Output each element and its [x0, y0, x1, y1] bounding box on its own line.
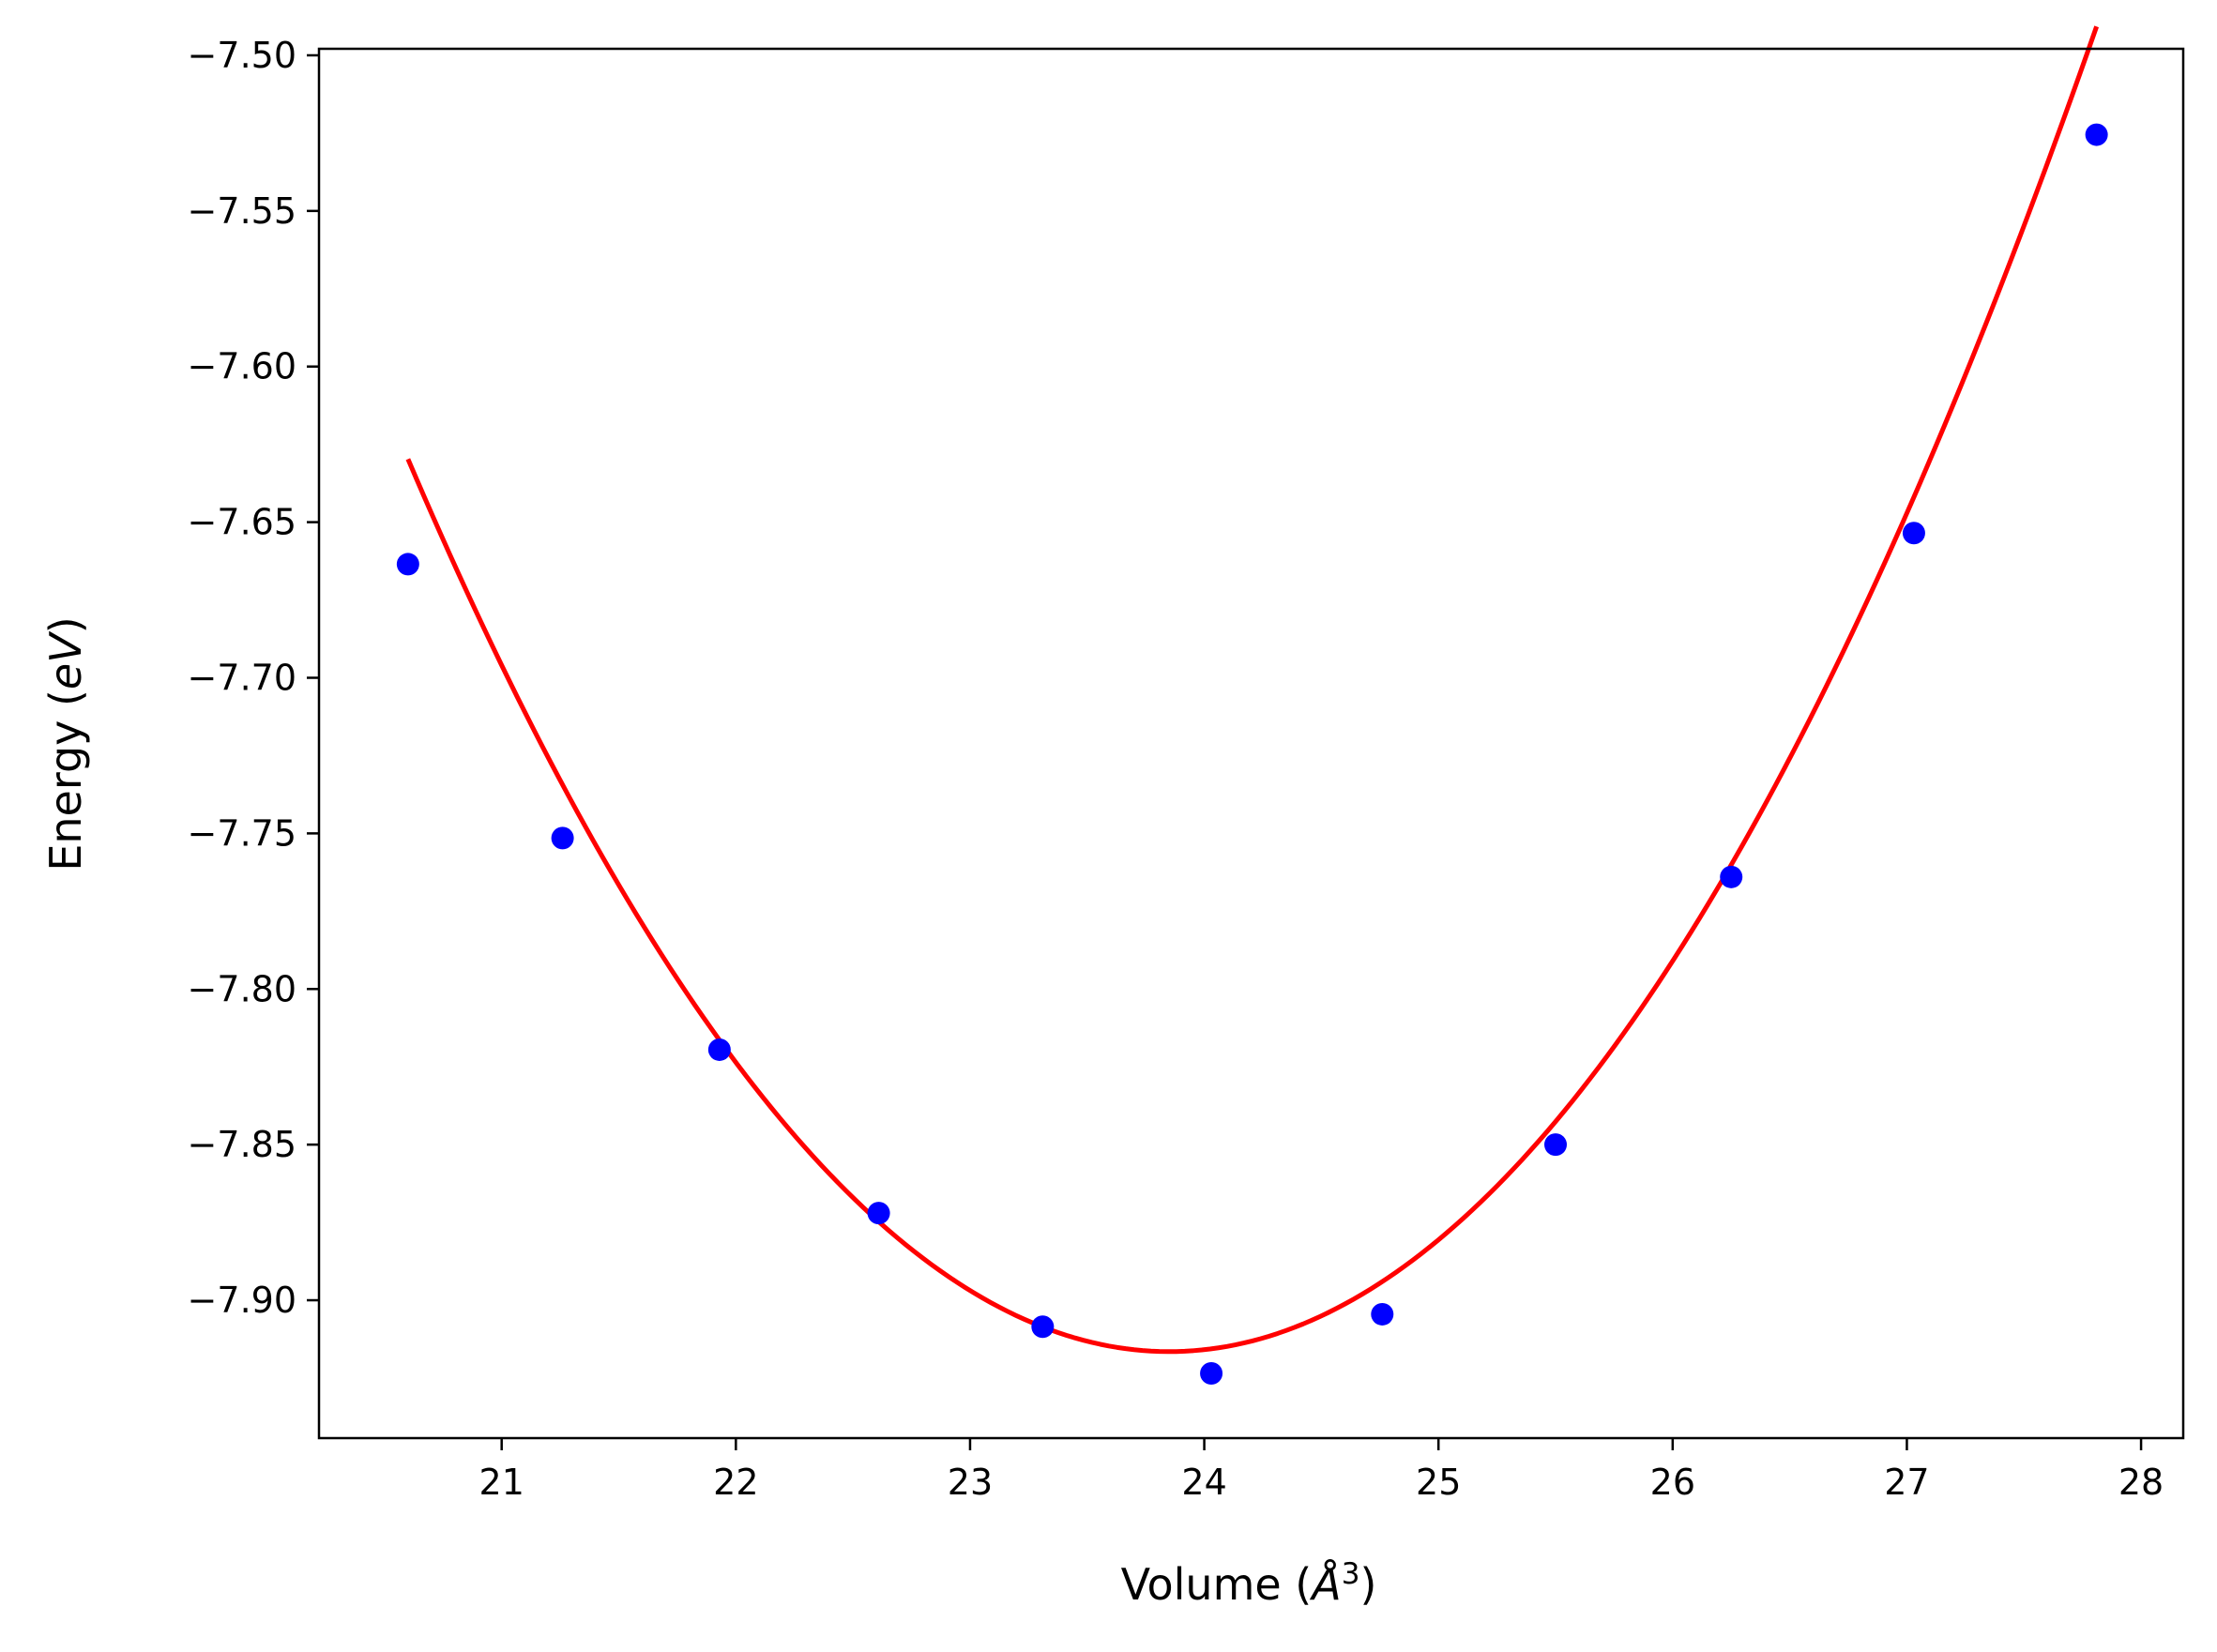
axes-frame — [317, 47, 2185, 1440]
x-tick-label: 26 — [1650, 1462, 1695, 1503]
x-tick-label: 28 — [2118, 1462, 2164, 1503]
data-point — [1031, 1315, 1055, 1339]
x-axis-label: Volume (Å3) — [1121, 1557, 1377, 1610]
plot-area — [396, 25, 2108, 1385]
y-tick-label: −7.50 — [188, 35, 296, 76]
y-tick-label: −7.80 — [188, 968, 296, 1009]
y-tick-label: −7.85 — [188, 1124, 296, 1165]
y-tick-label: −7.70 — [188, 657, 296, 698]
y-tick-label: −7.75 — [188, 812, 296, 854]
x-tick-label: 23 — [948, 1462, 993, 1503]
data-points — [396, 123, 2108, 1385]
x-tick-label: 25 — [1416, 1462, 1461, 1503]
x-tick-label: 27 — [1884, 1462, 1929, 1503]
data-point — [396, 553, 419, 576]
data-point — [707, 1038, 731, 1061]
y-axis-ticks: −7.50 −7.55 −7.60 −7.65 −7.70 −7.75 −7.80 −7.85… — [188, 35, 319, 1321]
data-point — [551, 826, 574, 850]
data-point — [1902, 522, 1925, 545]
x-tick-label: 21 — [479, 1462, 524, 1503]
y-tick-label: −7.90 — [188, 1280, 296, 1321]
data-point — [1200, 1361, 1223, 1385]
data-point — [1720, 865, 1743, 888]
data-point — [1544, 1133, 1568, 1157]
data-point — [1371, 1302, 1394, 1326]
x-tick-label: 22 — [713, 1462, 758, 1503]
y-tick-label: −7.65 — [188, 502, 296, 543]
y-tick-label: −7.60 — [188, 346, 296, 387]
x-axis-ticks: 21 22 23 24 25 26 27 28 — [479, 1438, 2164, 1503]
y-axis-label: Energy (eV) — [40, 616, 91, 871]
data-point — [867, 1202, 890, 1225]
y-tick-label: −7.55 — [188, 190, 296, 232]
data-point — [2085, 123, 2108, 146]
fit-curve — [405, 25, 2099, 1355]
x-tick-label: 24 — [1181, 1462, 1226, 1503]
